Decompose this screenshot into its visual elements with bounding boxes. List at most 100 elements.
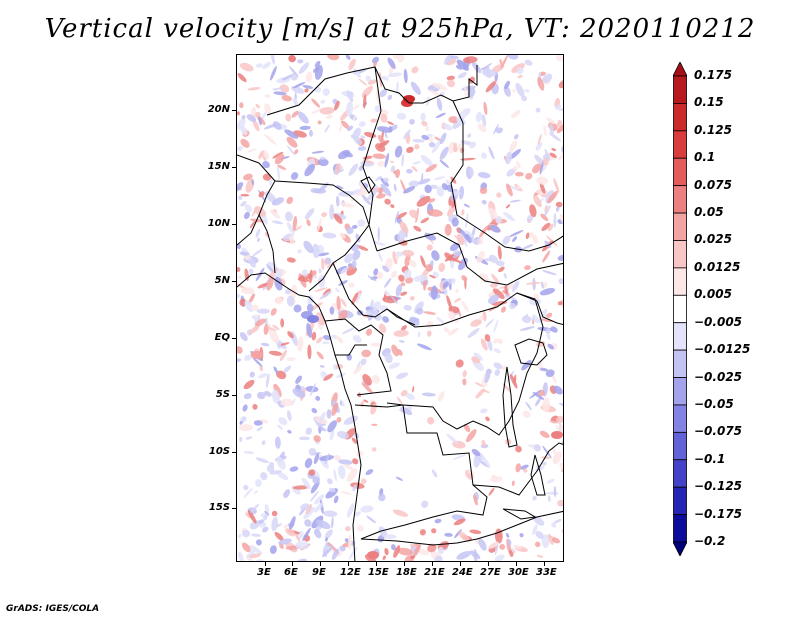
- velocity-blob: [366, 188, 378, 202]
- velocity-blob: [480, 408, 488, 414]
- velocity-blob: [551, 148, 557, 152]
- velocity-blob: [307, 344, 312, 360]
- velocity-blob: [426, 209, 443, 217]
- velocity-blob: [294, 558, 307, 561]
- border-south: [360, 510, 563, 546]
- velocity-blob: [342, 151, 353, 158]
- velocity-blob: [272, 151, 284, 159]
- velocity-blob: [249, 371, 255, 378]
- velocity-blob: [445, 179, 451, 186]
- velocity-blob: [440, 278, 456, 285]
- velocity-blob: [273, 91, 287, 96]
- velocity-blob: [446, 79, 456, 88]
- velocity-blob: [276, 370, 287, 380]
- velocity-blob: [544, 204, 548, 213]
- velocity-blob: [371, 375, 380, 384]
- velocity-blob: [448, 327, 459, 336]
- velocity-blob: [481, 199, 487, 205]
- velocity-blob: [469, 141, 477, 149]
- velocity-blob: [370, 342, 382, 347]
- velocity-blob: [501, 306, 506, 313]
- velocity-blob: [483, 101, 488, 116]
- velocity-blob: [520, 464, 529, 470]
- velocity-blob: [297, 249, 302, 254]
- velocity-blob: [450, 55, 459, 60]
- velocity-blob: [237, 146, 244, 151]
- velocity-blob: [549, 132, 561, 142]
- velocity-blob: [400, 179, 407, 194]
- lat-tick: [232, 395, 236, 396]
- velocity-blob: [487, 541, 499, 549]
- velocity-blob: [346, 125, 354, 132]
- velocity-blob: [477, 238, 484, 245]
- velocity-blob: [292, 388, 306, 398]
- velocity-blob: [438, 262, 446, 272]
- velocity-blob: [558, 402, 563, 408]
- velocity-blob: [308, 447, 317, 456]
- velocity-blob: [333, 469, 337, 482]
- velocity-blob: [239, 251, 250, 256]
- colorbar-label: −0.2: [694, 534, 726, 548]
- velocity-blob: [429, 184, 438, 190]
- velocity-blob: [348, 58, 356, 71]
- velocity-blob: [242, 404, 248, 412]
- velocity-blob: [351, 259, 357, 269]
- velocity-blob: [259, 366, 264, 372]
- velocity-blob: [284, 211, 293, 222]
- velocity-blob: [454, 320, 459, 324]
- velocity-blob: [522, 410, 531, 418]
- velocity-blob: [348, 282, 355, 288]
- colorbar-label: −0.005: [694, 314, 743, 329]
- velocity-blob: [539, 71, 546, 76]
- velocity-blob: [286, 295, 295, 307]
- velocity-blob: [532, 163, 542, 174]
- velocity-blob: [549, 123, 554, 135]
- velocity-blob: [511, 63, 525, 73]
- velocity-blob: [475, 388, 485, 399]
- velocity-blob: [391, 544, 396, 551]
- velocity-blob: [276, 471, 289, 481]
- velocity-blob: [338, 459, 353, 465]
- velocity-blob: [436, 186, 444, 197]
- velocity-blob: [560, 469, 563, 473]
- velocity-blob: [403, 129, 411, 140]
- velocity-blob: [409, 296, 415, 301]
- velocity-blob: [314, 287, 328, 292]
- velocity-blob: [494, 528, 503, 544]
- border-north: [266, 65, 478, 116]
- velocity-blob: [457, 72, 467, 79]
- velocity-blob: [367, 275, 377, 282]
- velocity-blob: [545, 491, 559, 495]
- velocity-blob: [396, 396, 403, 404]
- velocity-blob: [495, 260, 505, 267]
- velocity-blob: [411, 166, 418, 172]
- velocity-blob: [409, 209, 419, 219]
- velocity-blob: [362, 159, 375, 164]
- colorbar-label: −0.075: [694, 424, 743, 439]
- velocity-blob: [488, 294, 500, 304]
- velocity-blob: [329, 204, 335, 220]
- velocity-blob: [493, 348, 502, 354]
- velocity-blob: [494, 554, 505, 561]
- velocity-blob: [275, 296, 283, 305]
- velocity-blob: [379, 89, 388, 98]
- velocity-blob: [461, 300, 469, 312]
- lake-tanganyika: [502, 366, 518, 448]
- coastline-west-africa: [237, 272, 362, 561]
- velocity-blob: [378, 187, 383, 196]
- velocity-blob: [237, 243, 242, 250]
- velocity-blob: [533, 194, 542, 208]
- velocity-blob: [512, 166, 518, 171]
- velocity-blob: [274, 153, 285, 165]
- velocity-blob: [396, 372, 409, 380]
- velocity-blob: [238, 195, 243, 201]
- velocity-blob: [312, 476, 320, 484]
- velocity-blob: [425, 164, 437, 173]
- velocity-blob: [306, 322, 313, 338]
- velocity-blob: [478, 538, 487, 551]
- velocity-blob: [314, 64, 323, 80]
- velocity-blob: [542, 158, 549, 166]
- velocity-blob: [243, 211, 250, 220]
- velocity-blob: [272, 87, 283, 91]
- velocity-blob: [412, 386, 415, 393]
